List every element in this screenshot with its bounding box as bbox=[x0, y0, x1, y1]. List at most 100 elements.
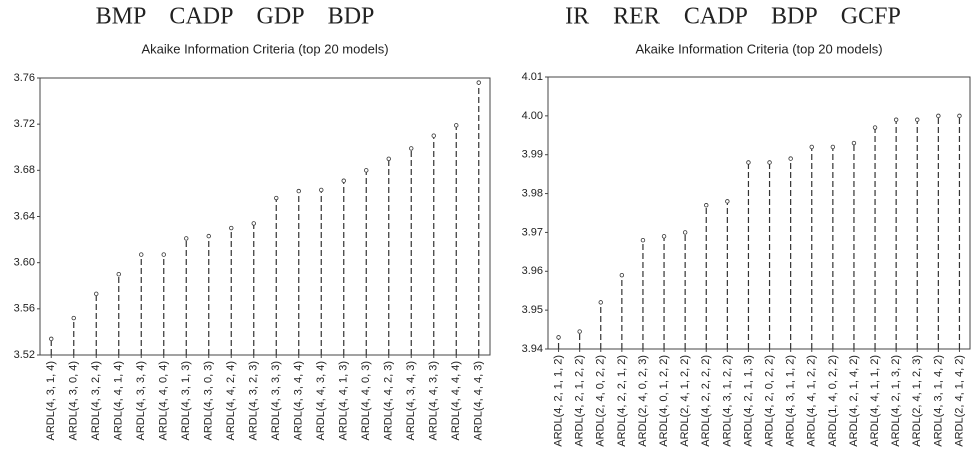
value-marker bbox=[341, 178, 346, 183]
x-tick-label: ARDL(4, 2, 1, 4, 2) bbox=[848, 355, 860, 447]
x-tick-label: ARDL(4, 4, 0, 4) bbox=[158, 361, 170, 440]
x-tick-label: ARDL(4, 3, 4, 3) bbox=[405, 361, 417, 440]
value-marker bbox=[767, 160, 772, 165]
plot-frame bbox=[39, 77, 491, 356]
chart-title: IR RER CADP BDP GCFP bbox=[565, 4, 901, 30]
value-marker bbox=[661, 234, 667, 239]
x-tick-label: ARDL(4, 2, 1, 3, 2) bbox=[890, 355, 902, 447]
value-marker bbox=[577, 329, 582, 334]
x-tick-label: ARDL(4, 3, 2, 4) bbox=[90, 361, 102, 440]
value-marker bbox=[94, 291, 99, 297]
x-tick-label: ARDL(4, 3, 3, 4) bbox=[135, 361, 147, 440]
x-tick-label: ARDL(2, 4, 0, 2, 2) bbox=[595, 355, 607, 447]
x-tick-label: ARDL(4, 4, 4, 3) bbox=[473, 361, 485, 440]
y-tick-label: 3.98 bbox=[522, 187, 543, 199]
x-tick-label: ARDL(4, 2, 1, 1, 3) bbox=[742, 355, 754, 447]
value-marker bbox=[409, 146, 414, 151]
x-tick-label: ARDL(4, 2, 0, 2, 2) bbox=[763, 355, 775, 447]
value-marker bbox=[704, 203, 709, 208]
x-tick-label: ARDL(4, 2, 1, 2, 2) bbox=[574, 355, 586, 447]
y-tick-label: 4.00 bbox=[522, 110, 543, 122]
plot-frame bbox=[547, 76, 971, 350]
x-tick-label: ARDL(2, 4, 0, 2, 3) bbox=[637, 355, 649, 447]
x-tick-label: ARDL(4, 2, 2, 2, 2) bbox=[700, 355, 712, 447]
value-marker bbox=[746, 160, 751, 165]
y-tick-label: 3.60 bbox=[14, 257, 35, 269]
value-marker bbox=[49, 336, 54, 342]
x-tick-label: ARDL(4, 3, 1, 4, 2) bbox=[932, 355, 944, 447]
x-tick-label: ARDL(4, 4, 4, 4) bbox=[450, 361, 462, 440]
value-marker bbox=[161, 252, 166, 257]
value-marker bbox=[725, 199, 730, 204]
x-tick-label: ARDL(4, 3, 1, 1, 2) bbox=[785, 355, 797, 447]
x-tick-label: ARDL(4, 4, 2, 4) bbox=[225, 361, 237, 440]
value-marker bbox=[364, 168, 369, 173]
value-marker bbox=[476, 80, 481, 85]
value-marker bbox=[957, 113, 962, 119]
chart-title: BMP CADP GDP BDP bbox=[96, 4, 375, 30]
y-tick-label: 3.95 bbox=[522, 304, 543, 316]
value-marker bbox=[893, 117, 899, 122]
x-tick-label: ARDL(4, 3, 1, 2, 2) bbox=[721, 355, 733, 447]
value-marker bbox=[872, 125, 878, 130]
y-tick-label: 3.99 bbox=[522, 149, 543, 161]
x-tick-label: ARDL(4, 2, 1, 1, 2) bbox=[552, 355, 564, 447]
y-tick-label: 3.94 bbox=[522, 343, 543, 355]
x-tick-label: ARDL(4, 3, 1, 4) bbox=[45, 361, 57, 440]
value-marker bbox=[206, 233, 211, 239]
x-tick-label: ARDL(4, 4, 3, 3) bbox=[428, 361, 440, 440]
chart-subtitle: Akaike Information Criteria (top 20 mode… bbox=[141, 41, 388, 56]
value-marker bbox=[139, 252, 144, 257]
x-tick-label: ARDL(4, 2, 2, 1, 2) bbox=[616, 355, 628, 447]
y-tick-label: 3.64 bbox=[14, 210, 35, 222]
value-marker bbox=[116, 272, 121, 277]
value-marker bbox=[454, 123, 459, 128]
value-marker bbox=[296, 188, 301, 194]
value-marker bbox=[788, 156, 793, 161]
value-marker bbox=[936, 113, 941, 119]
x-tick-label: ARDL(4, 4, 0, 3) bbox=[360, 361, 372, 440]
value-marker bbox=[915, 117, 920, 122]
value-marker bbox=[229, 225, 234, 231]
value-marker bbox=[274, 195, 279, 201]
y-tick-label: 3.52 bbox=[14, 349, 35, 361]
value-marker bbox=[556, 335, 561, 340]
value-marker bbox=[386, 156, 391, 161]
value-marker bbox=[830, 144, 836, 150]
value-marker bbox=[598, 300, 603, 305]
x-tick-label: ARDL(4, 4, 1, 3) bbox=[338, 361, 350, 440]
value-marker bbox=[184, 236, 189, 241]
x-tick-label: ARDL(4, 4, 1, 2, 2) bbox=[806, 355, 818, 447]
x-tick-label: ARDL(4, 4, 1, 1, 2) bbox=[869, 355, 881, 447]
value-marker bbox=[851, 140, 857, 146]
x-tick-label: ARDL(4, 4, 2, 3) bbox=[383, 361, 395, 440]
x-tick-label: ARDL(4, 4, 3, 4) bbox=[315, 361, 327, 440]
y-tick-label: 3.76 bbox=[14, 72, 35, 84]
x-tick-label: ARDL(4, 3, 1, 3) bbox=[180, 361, 192, 440]
value-marker bbox=[619, 272, 625, 278]
value-marker bbox=[319, 187, 324, 193]
value-marker bbox=[431, 133, 436, 138]
x-tick-label: ARDL(4, 3, 0, 4) bbox=[68, 361, 80, 440]
x-tick-label: ARDL(4, 3, 4, 4) bbox=[293, 361, 305, 440]
x-tick-label: ARDL(1, 4, 0, 2, 2) bbox=[827, 355, 839, 447]
y-tick-label: 3.96 bbox=[522, 265, 543, 277]
x-tick-label: ARDL(4, 4, 1, 4) bbox=[113, 361, 125, 440]
value-marker bbox=[682, 230, 688, 235]
x-tick-label: ARDL(4, 3, 2, 3) bbox=[248, 361, 260, 440]
y-tick-label: 3.68 bbox=[14, 164, 35, 176]
y-tick-label: 3.56 bbox=[14, 303, 35, 315]
x-tick-label: ARDL(4, 0, 1, 2, 2) bbox=[658, 355, 670, 447]
value-marker bbox=[640, 237, 646, 243]
x-tick-label: ARDL(2, 4, 1, 4, 2) bbox=[953, 355, 965, 447]
x-tick-label: ARDL(4, 3, 0, 3) bbox=[203, 361, 215, 440]
y-tick-label: 4.01 bbox=[522, 71, 543, 83]
value-marker bbox=[251, 221, 256, 226]
chart-subtitle: Akaike Information Criteria (top 20 mode… bbox=[635, 41, 882, 56]
value-marker bbox=[71, 315, 76, 321]
value-marker bbox=[809, 144, 814, 150]
y-tick-label: 3.97 bbox=[522, 226, 543, 238]
x-tick-label: ARDL(4, 3, 3, 3) bbox=[270, 361, 282, 440]
y-tick-label: 3.72 bbox=[14, 118, 35, 130]
